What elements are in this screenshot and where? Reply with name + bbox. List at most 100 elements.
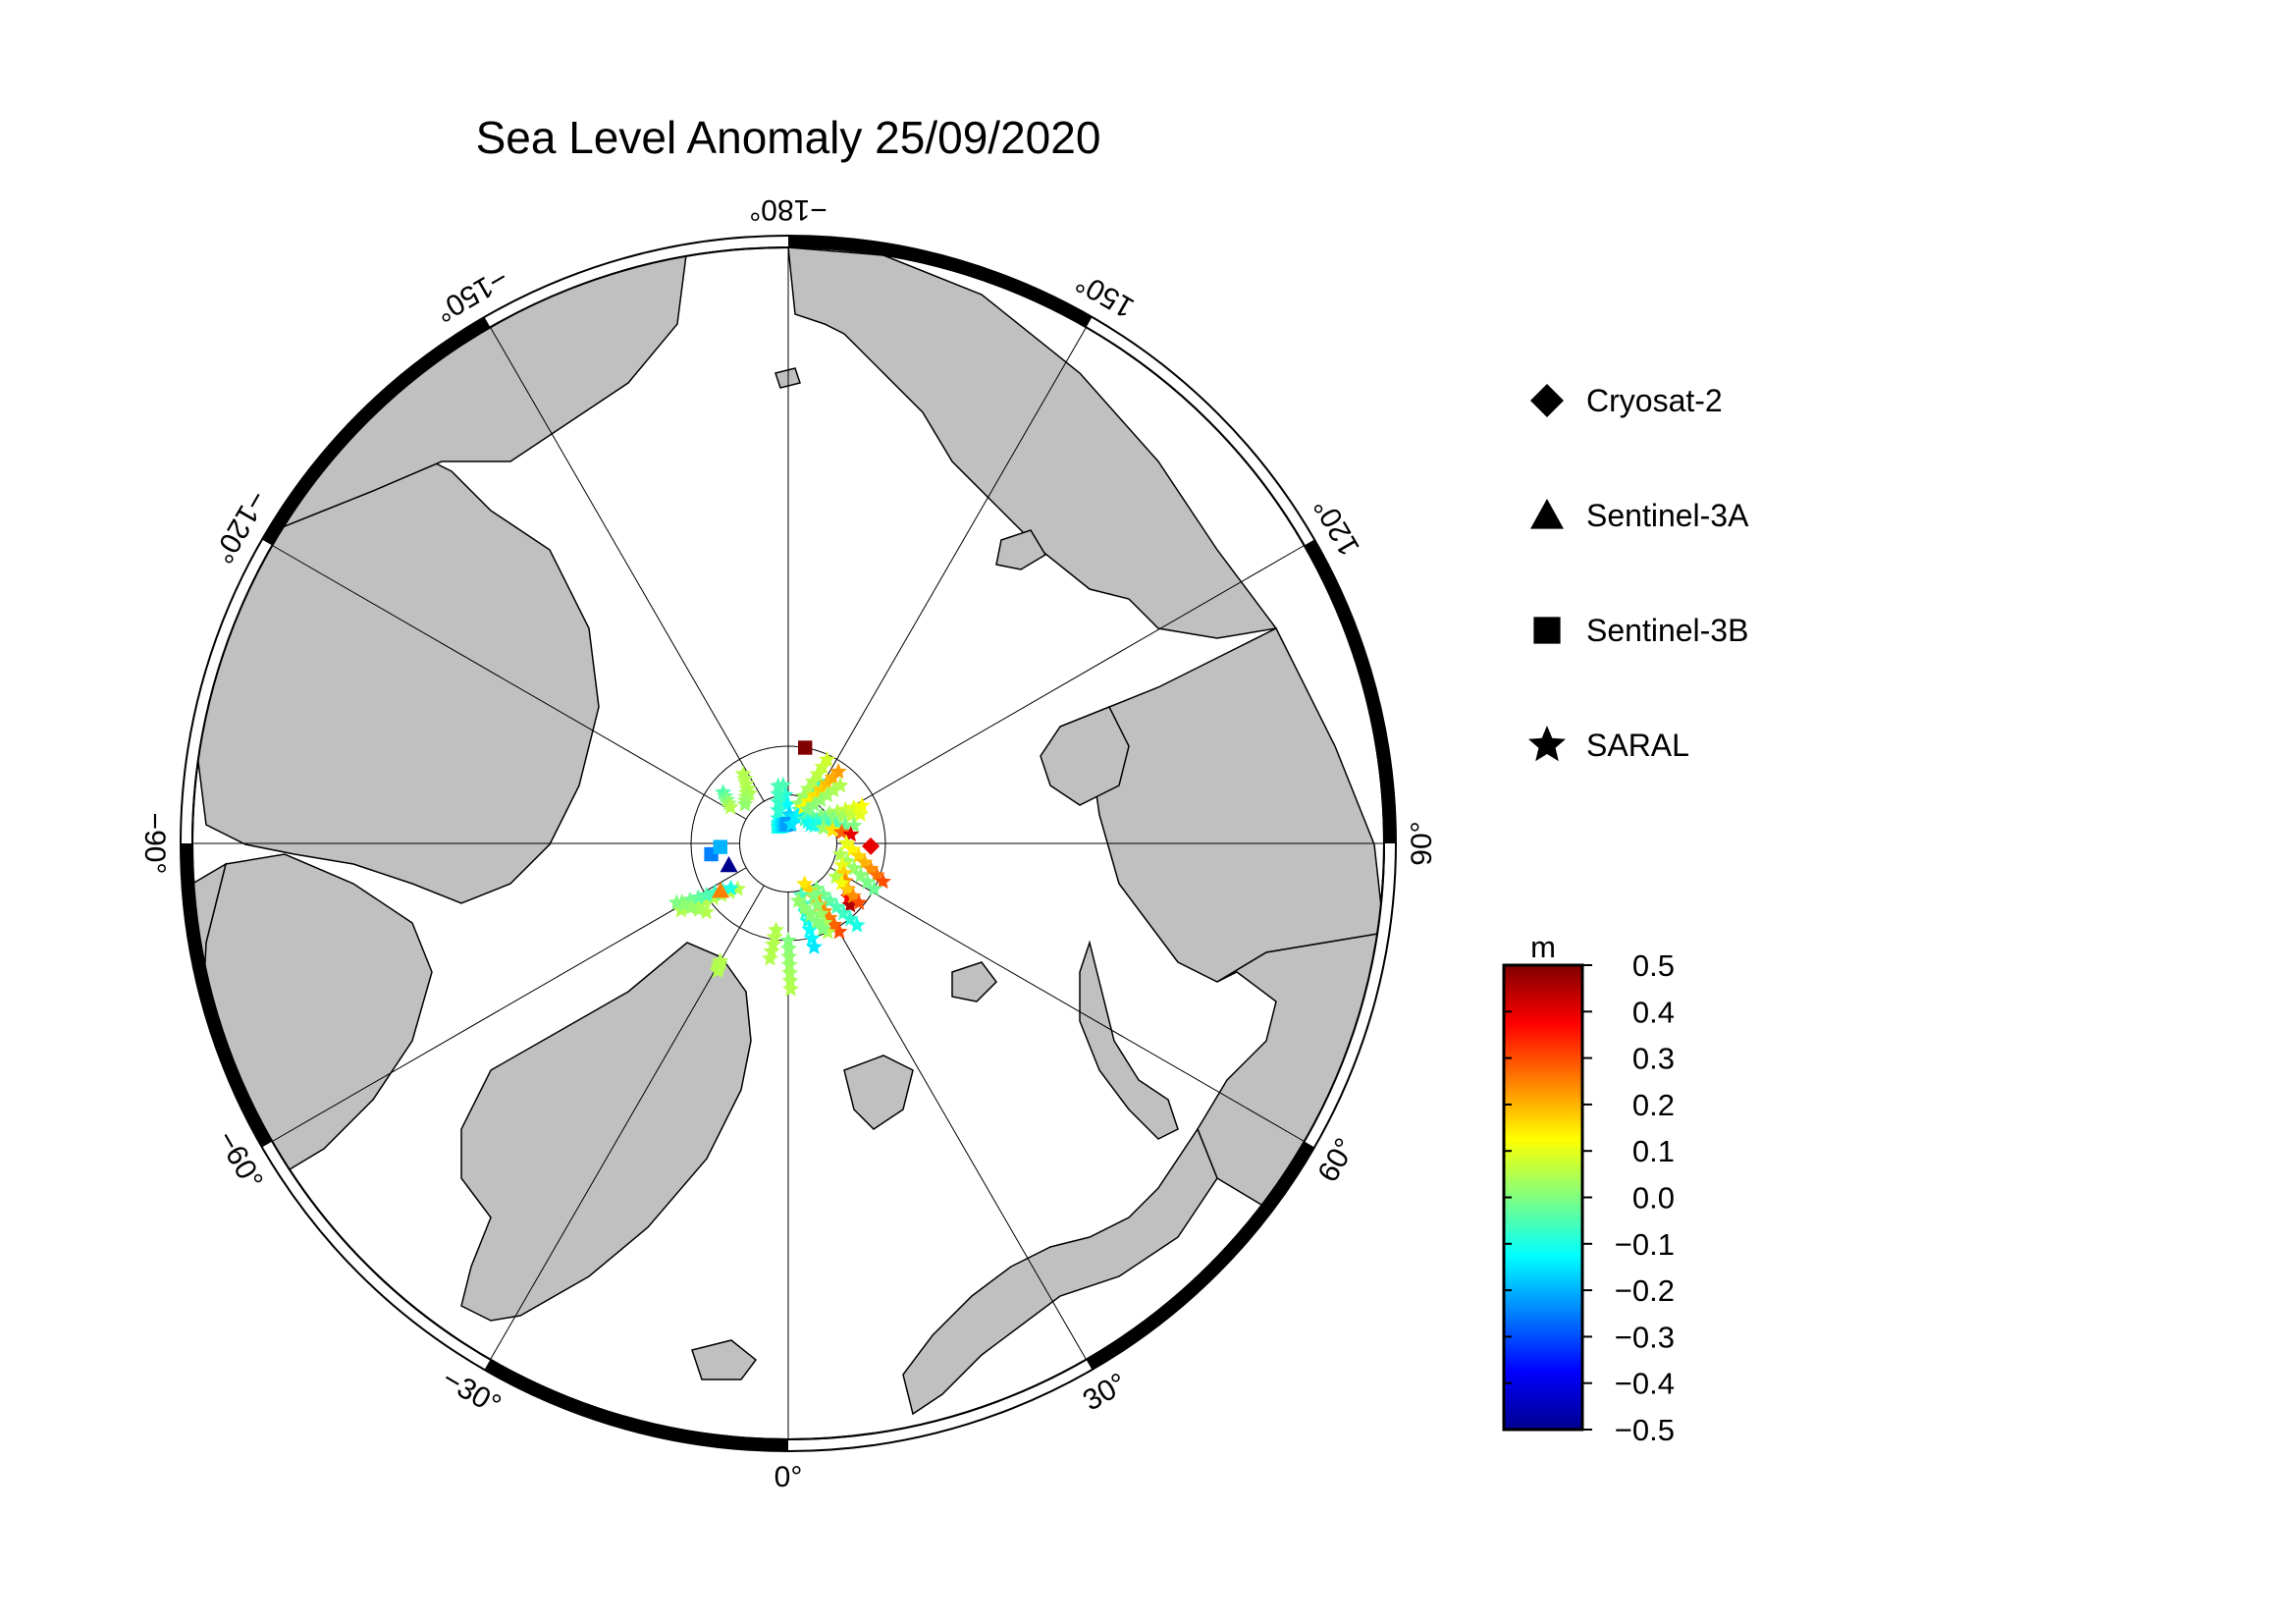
- longitude-label: −180°: [749, 193, 828, 226]
- track-point: [815, 819, 832, 836]
- track-point: [805, 795, 823, 813]
- colorbar-tick-label: 0.4: [1632, 995, 1675, 1029]
- track-point: [779, 932, 797, 948]
- track-point: [805, 938, 823, 954]
- colorbar-tick-label: 0.1: [1632, 1134, 1675, 1168]
- track-point: [852, 866, 870, 883]
- track-point: [853, 796, 871, 814]
- land-layer: [192, 247, 1384, 1434]
- meridian: [272, 867, 747, 1142]
- map-title: Sea Level Anomaly 25/09/2020: [476, 112, 1101, 163]
- map-frame-ticks: [181, 236, 1396, 1451]
- track-point: [764, 935, 782, 952]
- track-point: [806, 817, 824, 834]
- diamond-legend-icon: [1530, 384, 1564, 417]
- track-point: [709, 961, 726, 979]
- land-taymyr: [1040, 706, 1130, 806]
- land-franz-josef: [951, 961, 997, 1002]
- triangle-legend-icon: [1530, 499, 1564, 529]
- track-point: [667, 893, 685, 910]
- frame-segment: [1086, 1141, 1315, 1371]
- track-point: [721, 798, 739, 815]
- track-point: [763, 943, 780, 959]
- track-point: [812, 790, 829, 808]
- square-legend-icon: [1533, 617, 1561, 644]
- meridian: [812, 327, 1087, 802]
- frame-segment: [484, 1359, 789, 1451]
- track-point: [833, 856, 851, 873]
- land-new-siberian-islands: [995, 529, 1047, 570]
- track-point: [824, 769, 841, 785]
- track-point: [819, 786, 836, 803]
- track-point: [781, 964, 799, 981]
- meridian: [812, 885, 1087, 1360]
- track-point: [768, 921, 785, 938]
- track-point: [776, 785, 794, 802]
- colorbar-tick-label: −0.4: [1615, 1367, 1675, 1401]
- map-border: [191, 246, 1385, 1440]
- track-point: [819, 750, 836, 767]
- track-point: [832, 823, 850, 840]
- legend-label: Sentinel-3B: [1586, 613, 1748, 648]
- colorbar-tick-label: −0.3: [1615, 1320, 1675, 1354]
- satellite-point: [713, 839, 727, 854]
- track-point: [865, 880, 882, 896]
- track-point: [780, 947, 798, 964]
- land-scandinavia: [902, 1127, 1218, 1416]
- satellite-point: [797, 740, 813, 755]
- track-point: [779, 940, 797, 956]
- meridian: [272, 545, 747, 820]
- track-point: [851, 805, 869, 822]
- land-east-siberia: [787, 247, 1278, 639]
- land-canadian-archipelago: [195, 441, 600, 904]
- track-point: [780, 955, 798, 972]
- track-point: [803, 929, 821, 947]
- track-point: [770, 777, 787, 793]
- track-point: [809, 895, 827, 912]
- colorbar-tick-label: 0.3: [1632, 1042, 1675, 1076]
- longitude-label: 0°: [774, 1461, 803, 1493]
- longitude-label: 60°: [1311, 1133, 1362, 1188]
- colorbar-gradient: [1502, 963, 1584, 1432]
- colorbar-tick-label: 0.0: [1632, 1181, 1675, 1216]
- meridian: [829, 545, 1305, 820]
- frame-segment: [1304, 539, 1396, 844]
- track-point: [850, 893, 868, 910]
- colorbar-tick-label: 0.5: [1632, 948, 1675, 983]
- track-point: [801, 921, 819, 938]
- colorbar-tick-label: −0.5: [1615, 1413, 1675, 1447]
- satellite-point: [712, 882, 730, 898]
- satellite-symbols: [704, 740, 881, 898]
- land-iceland: [691, 1339, 758, 1380]
- track-point: [830, 923, 848, 940]
- legend-label: Cryosat-2: [1586, 383, 1723, 418]
- track-point: [736, 795, 754, 812]
- longitude-label: 90°: [1406, 821, 1438, 865]
- track-point: [824, 821, 841, 838]
- star-legend-icon: [1528, 726, 1566, 762]
- track-point: [848, 916, 866, 933]
- track-point: [781, 972, 799, 989]
- colorbar-unit: m: [1530, 930, 1556, 964]
- track-point: [770, 801, 787, 818]
- frame-segment: [787, 236, 1093, 328]
- polar-map: −180°150°120°90°60°30°0°−30°−60°−90°−120…: [138, 193, 1438, 1493]
- land-novaya-zemlya: [1079, 940, 1179, 1140]
- track-point: [818, 775, 835, 791]
- altimetry-tracks: [667, 750, 891, 997]
- track-point: [874, 872, 891, 890]
- satellite-point: [862, 837, 881, 855]
- track-point: [831, 845, 849, 862]
- land-greenland: [460, 942, 752, 1322]
- colorbar-ticks: 0.5 0.4 0.3 0.2 0.1 0.0 −0.1 −0.2 −0.3 −0.4 −0.5: [1504, 948, 1675, 1447]
- track-point: [859, 873, 877, 890]
- satellite-point: [720, 856, 738, 873]
- colorbar-tick-label: −0.1: [1615, 1227, 1675, 1262]
- track-point: [831, 777, 849, 793]
- track-point: [829, 763, 847, 780]
- track-point: [834, 807, 852, 825]
- track-point: [782, 980, 800, 997]
- meridian: [829, 867, 1305, 1142]
- track-point: [770, 784, 787, 802]
- colorbar-tick-label: −0.2: [1615, 1273, 1675, 1308]
